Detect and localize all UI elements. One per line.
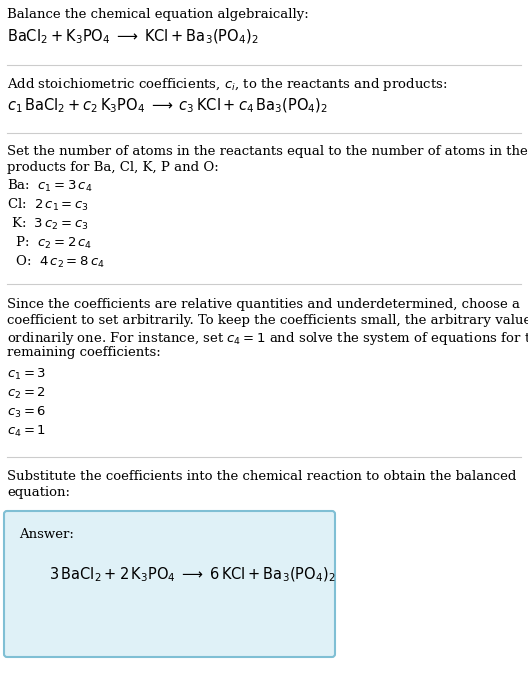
Text: products for Ba, Cl, K, P and O:: products for Ba, Cl, K, P and O: <box>7 161 219 174</box>
Text: $c_1 = 3$: $c_1 = 3$ <box>7 367 46 382</box>
Text: $\mathrm{BaCl_2 + K_3PO_4 \;\longrightarrow\; KCl + Ba_3(PO_4)_2}$: $\mathrm{BaCl_2 + K_3PO_4 \;\longrightar… <box>7 28 258 47</box>
Text: P:  $c_2 = 2\,c_4$: P: $c_2 = 2\,c_4$ <box>7 235 92 251</box>
Text: Ba:  $c_1 = 3\,c_4$: Ba: $c_1 = 3\,c_4$ <box>7 178 92 194</box>
Text: equation:: equation: <box>7 486 70 499</box>
Text: Balance the chemical equation algebraically:: Balance the chemical equation algebraica… <box>7 8 309 21</box>
Text: O:  $4\,c_2 = 8\,c_4$: O: $4\,c_2 = 8\,c_4$ <box>7 254 105 270</box>
Text: Add stoichiometric coefficients, $c_i$, to the reactants and products:: Add stoichiometric coefficients, $c_i$, … <box>7 76 447 93</box>
Text: $c_4 = 1$: $c_4 = 1$ <box>7 424 46 439</box>
Text: $3\,\mathrm{BaCl_2} + 2\,\mathrm{K_3PO_4} \;\longrightarrow\; 6\,\mathrm{KCl} + : $3\,\mathrm{BaCl_2} + 2\,\mathrm{K_3PO_4… <box>49 566 335 584</box>
Text: $c_2 = 2$: $c_2 = 2$ <box>7 386 46 401</box>
Text: Answer:: Answer: <box>19 528 74 541</box>
Text: ordinarily one. For instance, set $c_4 = 1$ and solve the system of equations fo: ordinarily one. For instance, set $c_4 =… <box>7 330 528 347</box>
Text: K:  $3\,c_2 = c_3$: K: $3\,c_2 = c_3$ <box>7 216 89 232</box>
Text: Cl:  $2\,c_1 = c_3$: Cl: $2\,c_1 = c_3$ <box>7 197 89 213</box>
Text: Substitute the coefficients into the chemical reaction to obtain the balanced: Substitute the coefficients into the che… <box>7 470 516 483</box>
Text: $c_3 = 6$: $c_3 = 6$ <box>7 405 46 420</box>
Text: Since the coefficients are relative quantities and underdetermined, choose a: Since the coefficients are relative quan… <box>7 298 520 311</box>
Text: $c_1\,\mathrm{BaCl_2} + c_2\,\mathrm{K_3PO_4} \;\longrightarrow\; c_3\,\mathrm{K: $c_1\,\mathrm{BaCl_2} + c_2\,\mathrm{K_3… <box>7 97 328 115</box>
FancyBboxPatch shape <box>4 511 335 657</box>
Text: Set the number of atoms in the reactants equal to the number of atoms in the: Set the number of atoms in the reactants… <box>7 145 528 158</box>
Text: coefficient to set arbitrarily. To keep the coefficients small, the arbitrary va: coefficient to set arbitrarily. To keep … <box>7 314 528 327</box>
Text: remaining coefficients:: remaining coefficients: <box>7 346 161 359</box>
